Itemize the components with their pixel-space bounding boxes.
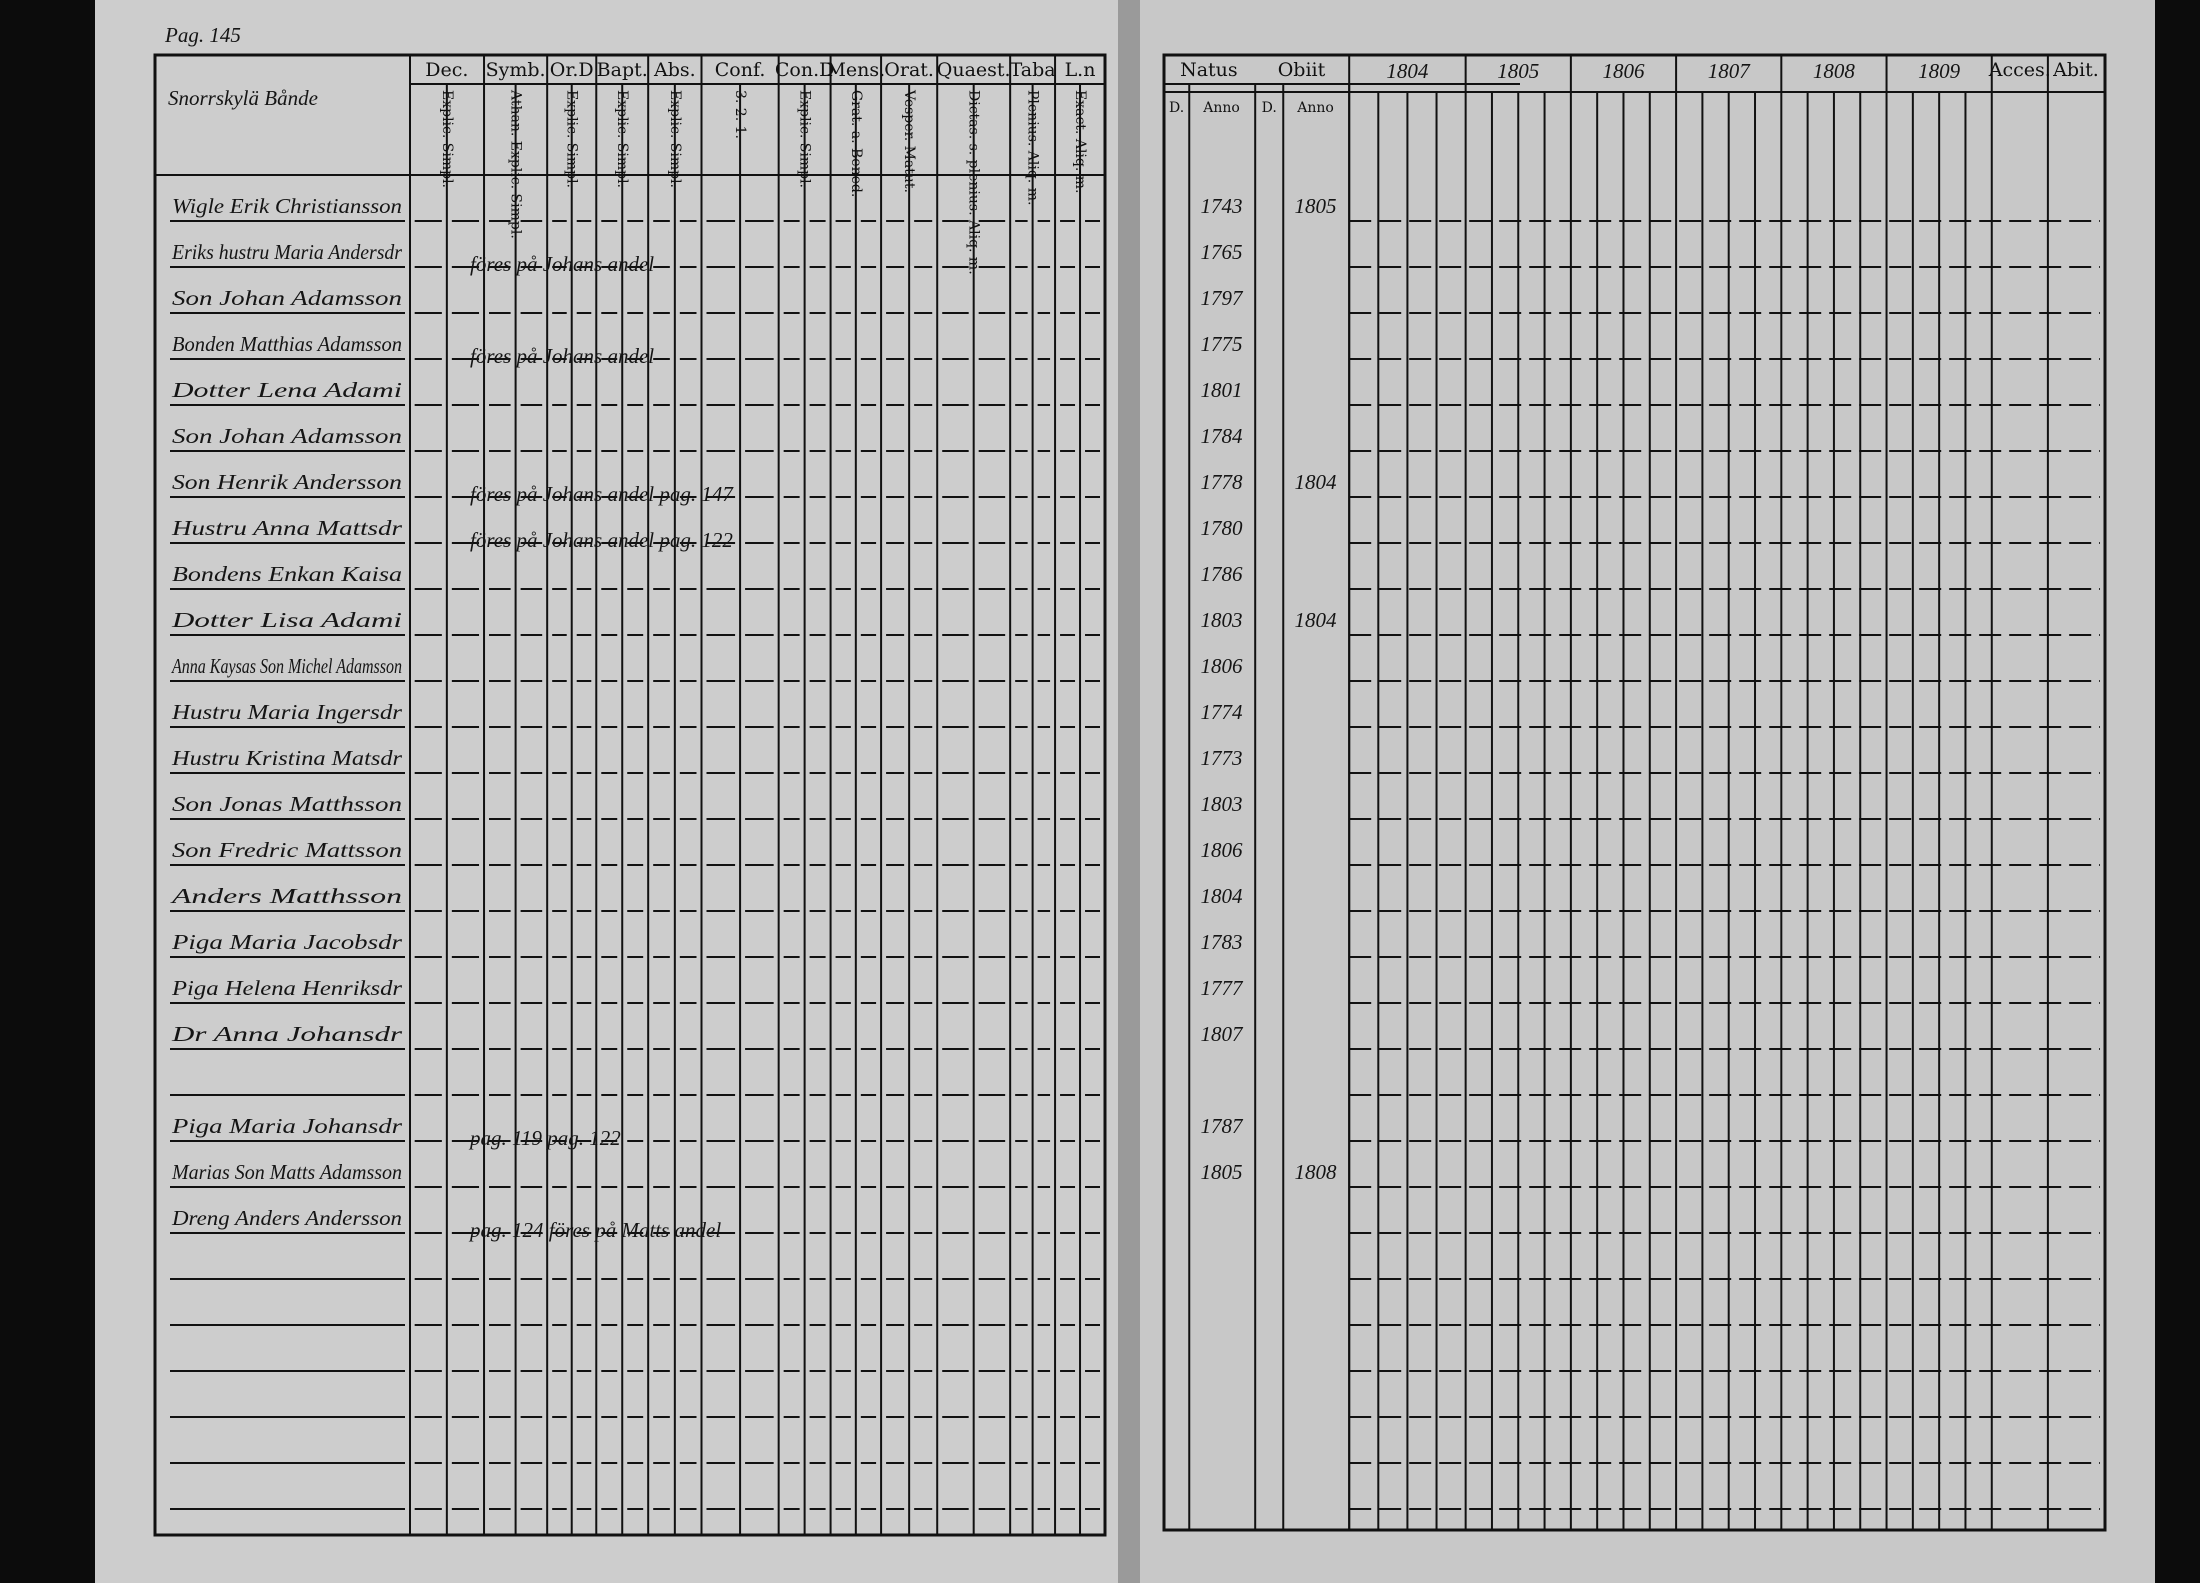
death-year: 1808 [1295,1160,1338,1184]
person-name: Anna Kaysas Son Michel Adamsson [170,654,402,678]
birth-year: 1774 [1201,700,1244,724]
person-name: Piga Maria Johansdr [171,1114,403,1138]
column-sub: Vesper. Matut. [901,89,917,193]
birth-year: 1765 [1201,240,1243,264]
left-page [95,0,1125,1583]
person-name: Son Henrik Andersson [172,470,402,494]
row-note: pag. 124 föres på Matts andel [468,1218,721,1242]
column-head: Or.D [550,59,594,81]
column-sub: Explic. Simpl. [564,90,580,188]
person-name: Son Johan Adamsson [172,424,402,448]
person-name: Piga Maria Jacobsdr [171,930,403,954]
birth-year: 1778 [1201,470,1244,494]
obiit-d: D. [1262,100,1277,116]
person-name: Anders Matthsson [169,884,402,908]
column-sub: Dictas. s. plenius. Aliq. m. [966,90,982,275]
birth-year: 1797 [1201,286,1245,310]
person-name: Son Fredric Mattsson [172,838,402,862]
column-sub: Explic. Simpl. [439,90,455,188]
year-head: 1808 [1813,59,1856,83]
column-sub: Exact. Aliq. m. [1072,90,1088,193]
person-name: Hustru Anna Mattsdr [171,516,403,540]
gutter [1118,0,1140,1583]
birth-year: 1787 [1201,1114,1245,1138]
person-name: Hustru Maria Ingersdr [171,700,403,724]
row-note: föres på Johans andel [470,344,654,368]
column-head: Dec. [425,59,468,81]
year-head: 1807 [1708,59,1752,83]
column-sub: Explic. Simpl. [614,90,630,188]
person-name: Eriks hustru Maria Andersdr [171,240,403,264]
year-head: 1806 [1602,59,1645,83]
row-note: föres på Johans andel pag. 147 [470,482,734,506]
person-name: Bonden Matthias Adamsson [172,332,402,356]
birth-year: 1777 [1201,976,1245,1000]
column-head: Conf. [715,59,766,81]
person-name: Wigle Erik Christiansson [172,194,402,218]
column-head: Con.D [775,59,835,81]
birth-year: 1807 [1201,1022,1245,1046]
birth-year: 1801 [1201,378,1243,402]
death-year: 1804 [1295,608,1338,632]
column-sub: Plenius. Aliq. m. [1025,90,1041,205]
column-head: Symb. [486,59,546,81]
row-note: pag. 119 pag. 122 [468,1126,621,1150]
column-sub: Explic. Simpl. [667,90,683,188]
acces-head: Acces. [1988,59,2051,81]
birth-year: 1783 [1201,930,1243,954]
person-name: Hustru Kristina Matsdr [171,746,403,770]
natus-anno: Anno [1202,100,1240,116]
obiit-anno: Anno [1296,100,1334,116]
birth-year: 1805 [1201,1160,1243,1184]
column-sub: Grat. a. Bened. [848,90,864,197]
birth-year: 1806 [1201,654,1244,678]
column-head: Taba [1010,59,1056,81]
natus-d: D. [1169,100,1184,116]
right-frame [1162,53,2107,1532]
column-sub: Athan. Explic. Simpl. [508,89,524,239]
row-note: föres på Johans andel [470,252,654,276]
birth-year: 1780 [1201,516,1244,540]
person-name: Piga Helena Henriksdr [171,976,403,1000]
column-head: Quaest. [937,59,1011,81]
right-page [1135,0,2155,1583]
person-name: Dr Anna Johansdr [171,1022,404,1046]
birth-year: 1773 [1201,746,1243,770]
year-head: 1809 [1918,59,1961,83]
person-name: Son Johan Adamsson [172,286,402,310]
birth-year: 1803 [1201,608,1243,632]
column-sub: Explic. Simpl. [797,90,813,188]
column-sub: 3. 2. 1. [732,90,748,139]
person-name: Dotter Lisa Adami [171,608,403,632]
birth-year: 1806 [1201,838,1244,862]
person-name: Dotter Lena Adami [171,378,403,402]
person-name: Son Jonas Matthsson [172,792,402,816]
person-name: Dreng Anders Andersson [171,1206,402,1230]
column-head: Abs. [653,59,696,81]
column-head: Mens. [826,59,885,81]
year-head: 1805 [1497,59,1539,83]
death-year: 1804 [1295,470,1338,494]
birth-year: 1784 [1201,424,1244,448]
natus-head: Natus [1180,59,1238,81]
death-year: 1805 [1295,194,1337,218]
person-name: Marias Son Matts Adamsson [171,1160,402,1184]
birth-year: 1803 [1201,792,1243,816]
birth-year: 1743 [1201,194,1243,218]
row-note: föres på Johans andel pag. 122 [470,528,733,552]
person-name: Bondens Enkan Kaisa [172,562,402,586]
column-head: Orat. [884,59,934,81]
birth-year: 1775 [1201,332,1243,356]
obiit-head: Obiit [1278,59,1326,81]
birth-year: 1804 [1201,884,1244,908]
abit-head: Abit. [2052,59,2099,81]
page-ref: Pag. 145 [164,23,241,47]
column-head: L.n [1065,59,1096,81]
year-head: 1804 [1386,59,1429,83]
birth-year: 1786 [1201,562,1244,586]
place: Snorrskylä Bånde [168,86,318,110]
column-head: Bapt. [597,59,648,81]
